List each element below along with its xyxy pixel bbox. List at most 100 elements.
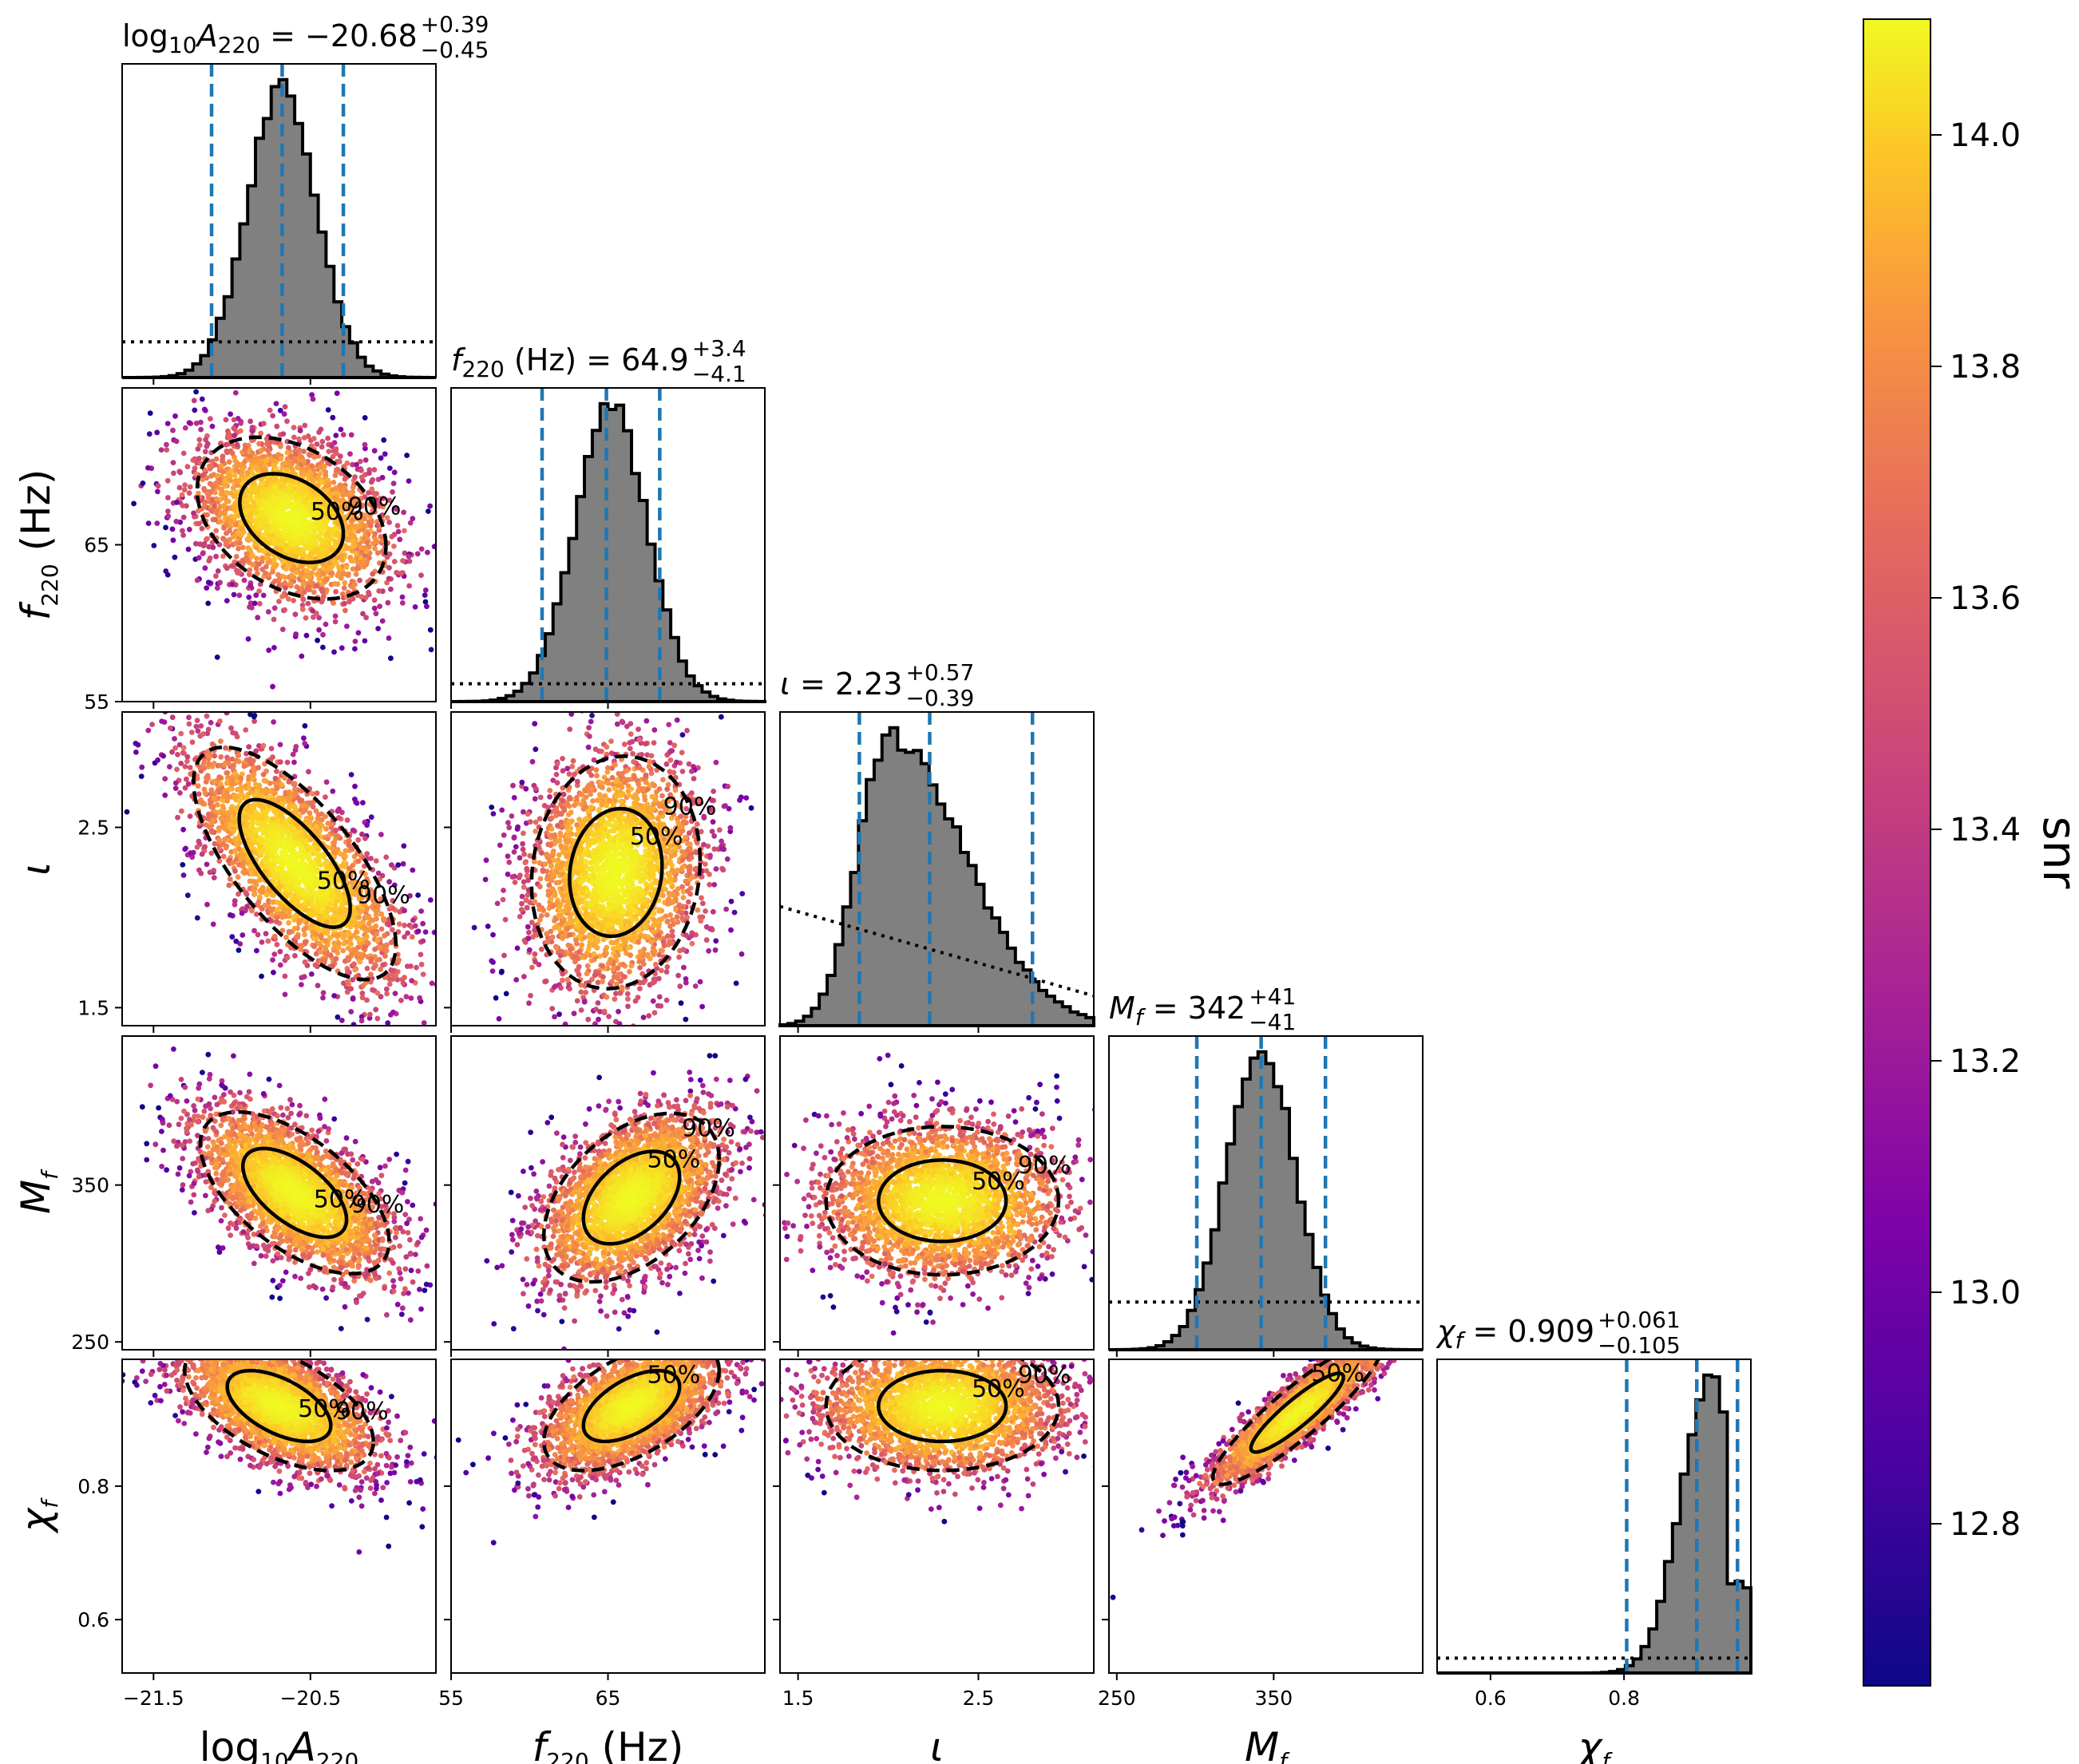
sample-point <box>315 637 320 643</box>
sample-point <box>181 487 188 492</box>
sample-point <box>214 655 220 660</box>
sample-point <box>351 533 358 540</box>
sample-point <box>303 615 309 621</box>
sample-point <box>277 948 283 955</box>
sample-point <box>172 745 179 751</box>
sample-point <box>410 867 416 873</box>
sample-point <box>231 425 237 431</box>
sample-point <box>309 392 315 397</box>
sample-point <box>315 927 321 933</box>
sample-point <box>223 417 229 423</box>
sample-point <box>311 436 317 441</box>
sample-point <box>343 564 350 570</box>
sample-point <box>251 600 258 607</box>
sample-point <box>172 413 178 419</box>
sample-point <box>231 591 237 598</box>
sample-point <box>217 781 224 787</box>
sample-point <box>305 458 311 465</box>
sample-point <box>398 998 404 1003</box>
sample-point <box>341 585 347 591</box>
sample-point <box>386 564 392 571</box>
sample-point <box>225 817 232 823</box>
sample-point <box>366 589 371 595</box>
sample-point <box>289 572 295 579</box>
sample-point <box>221 504 227 510</box>
sample-point <box>303 543 310 549</box>
sample-point <box>325 951 331 958</box>
sample-point <box>220 553 226 560</box>
sample-point <box>303 807 308 813</box>
sample-point <box>353 524 359 530</box>
sample-point <box>283 460 288 466</box>
sample-point <box>252 509 259 516</box>
sample-point <box>412 604 418 610</box>
sample-point <box>354 800 360 806</box>
sample-point <box>301 589 307 595</box>
sample-point <box>242 447 248 453</box>
sample-point <box>184 753 191 760</box>
sample-point <box>265 447 271 453</box>
sample-point <box>366 470 372 477</box>
sample-point <box>307 575 312 580</box>
sample-point <box>199 851 205 857</box>
sample-point <box>295 836 302 841</box>
sample-point <box>225 428 231 434</box>
sample-point <box>301 974 307 980</box>
sample-point <box>342 499 348 505</box>
sample-point <box>362 836 368 841</box>
sample-point <box>270 957 275 963</box>
sample-point <box>259 973 264 979</box>
sample-point <box>384 515 390 521</box>
sample-point <box>338 851 343 857</box>
sample-point <box>279 627 286 632</box>
sample-point <box>299 838 306 844</box>
sample-point <box>268 746 275 752</box>
sample-point <box>389 927 395 933</box>
sample-point <box>259 567 265 572</box>
sample-point <box>354 565 360 572</box>
sample-point <box>208 473 214 479</box>
sample-point <box>319 909 324 915</box>
sample-point <box>246 568 252 574</box>
sample-point <box>320 990 327 996</box>
sample-point <box>364 851 370 856</box>
sample-point <box>334 390 340 397</box>
sample-point <box>319 479 325 485</box>
sample-point <box>362 457 369 463</box>
sample-point <box>329 907 335 913</box>
sample-point <box>298 536 304 542</box>
sample-point <box>285 548 291 554</box>
sample-point <box>380 496 386 501</box>
title-iota: ι = 2.23 <box>780 666 902 702</box>
sample-point <box>330 788 336 794</box>
sample-point <box>229 756 236 762</box>
sample-point <box>248 493 254 500</box>
sample-point <box>316 520 322 526</box>
sample-point <box>273 401 279 406</box>
sample-point <box>348 772 354 777</box>
sample-point <box>210 805 216 810</box>
sample-point <box>284 955 291 961</box>
sample-point <box>342 485 347 491</box>
sample-point <box>236 478 242 485</box>
sample-point <box>271 969 276 975</box>
sample-point <box>350 977 356 983</box>
sample-point <box>230 730 236 736</box>
sample-point <box>406 553 412 560</box>
sample-point <box>154 429 160 436</box>
sample-point <box>373 611 379 617</box>
sample-point <box>109 718 115 724</box>
sample-point <box>196 456 202 461</box>
sample-point <box>306 901 311 908</box>
sample-point <box>299 607 306 612</box>
sample-point <box>399 600 406 606</box>
sample-point <box>377 956 382 963</box>
sample-point <box>173 438 180 445</box>
sample-point <box>421 1020 427 1026</box>
sample-point <box>303 894 310 900</box>
sample-point <box>171 470 176 477</box>
sample-point <box>220 803 226 809</box>
sample-point <box>314 829 320 835</box>
sample-point <box>169 526 176 532</box>
